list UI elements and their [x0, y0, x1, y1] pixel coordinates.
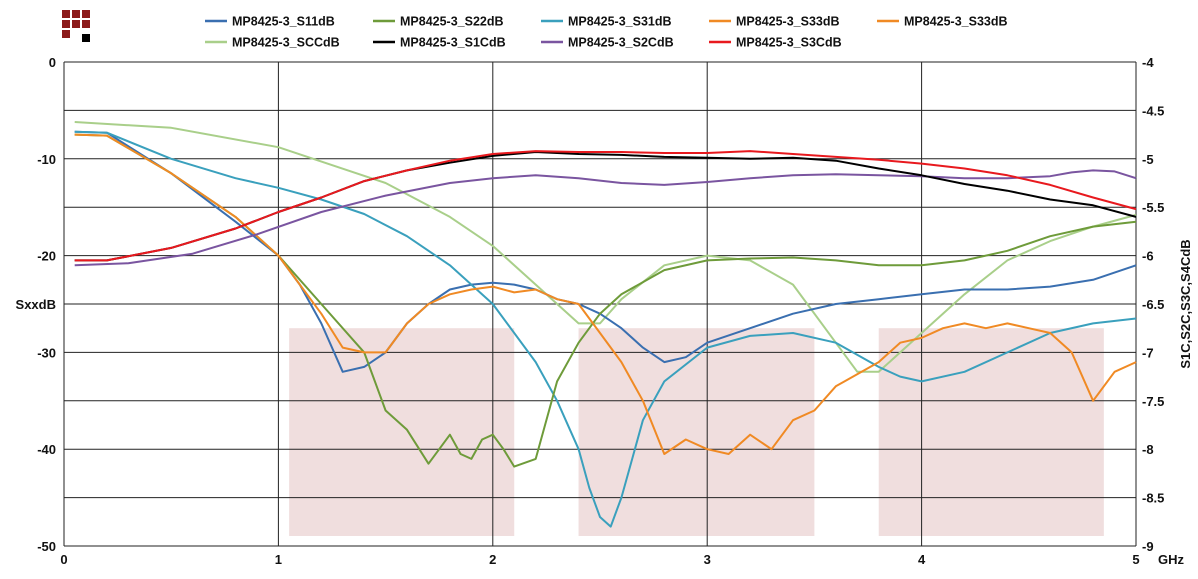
x-axis-unit: GHz — [1158, 552, 1185, 567]
y-right-tick-label: -6 — [1142, 249, 1154, 264]
y-left-axis-label: SxxdB — [16, 297, 56, 312]
logo-square — [72, 10, 80, 18]
series-line-mp8425-3-s22db — [74, 133, 1137, 468]
x-tick-label: 2 — [489, 552, 496, 567]
logo-square — [62, 10, 70, 18]
y-left-tick-label: -10 — [37, 152, 56, 167]
series-line-mp8425-3-s2cdb — [74, 169, 1137, 267]
logo-square — [82, 10, 90, 18]
y-right-tick-label: -4 — [1142, 55, 1154, 70]
logo-square — [82, 34, 90, 42]
x-tick-label: 0 — [60, 552, 67, 567]
legend-label: MP8425-3_S33dB — [736, 15, 840, 29]
grid — [63, 61, 1137, 547]
y-right-tick-label: -5.5 — [1142, 200, 1164, 215]
y-left-tick-label: -40 — [37, 442, 56, 457]
legend-item: MP8425-3_S11dB — [205, 15, 335, 29]
shaded-band — [578, 328, 815, 536]
legend-item: MP8425-3_S33dB — [877, 15, 1008, 29]
legend-item: MP8425-3_S33dB — [709, 15, 840, 29]
y-right-tick-label: -8 — [1142, 442, 1154, 457]
legend-label: MP8425-3_SCCdB — [232, 36, 340, 50]
series-line-mp8425-3-s31db — [74, 130, 1137, 528]
y-right-tick-label: -7 — [1142, 345, 1154, 360]
series-line-mp8425-3-s33db — [74, 133, 1137, 455]
legend-label: MP8425-3_S1CdB — [400, 36, 506, 50]
logo-square — [82, 20, 90, 28]
legend-label: MP8425-3_S3CdB — [736, 36, 842, 50]
legend-item: MP8425-3_S3CdB — [709, 36, 842, 50]
legend-label: MP8425-3_S2CdB — [568, 36, 674, 50]
x-tick-label: 3 — [704, 552, 711, 567]
series-line-mp8425-3-sccdb — [74, 121, 1137, 373]
y-left-tick-label: -30 — [37, 345, 56, 360]
logo-square — [62, 20, 70, 28]
x-tick-label: 1 — [275, 552, 282, 567]
x-tick-label: 5 — [1132, 552, 1139, 567]
y-right-tick-label: -9 — [1142, 539, 1154, 554]
y-right-tick-label: -4.5 — [1142, 103, 1164, 118]
axes: 0 1 2 3 4 5 GHz 0 -10 -20 SxxdB -30 -40 -50 -4 -4.5 -5 -5… — [16, 55, 1193, 567]
y-left-tick-label: 0 — [49, 55, 56, 70]
legend-label: MP8425-3_S31dB — [568, 15, 672, 29]
shaded-band — [878, 328, 1104, 536]
legend: MP8425-3_S11dB MP8425-3_S22dB MP8425-3_S31… — [205, 15, 1008, 50]
y-right-tick-label: -5 — [1142, 152, 1154, 167]
logo-icon — [62, 10, 90, 42]
y-left-tick-label: -20 — [37, 249, 56, 264]
legend-item: MP8425-3_S31dB — [541, 15, 672, 29]
logo-square — [72, 20, 80, 28]
legend-label: MP8425-3_S33dB — [904, 15, 1008, 29]
y-left-tick-label: -50 — [37, 539, 56, 554]
x-tick-label: 4 — [918, 552, 926, 567]
series-line-mp8425-3-s1cdb — [74, 151, 1137, 262]
legend-label: MP8425-3_S22dB — [400, 15, 504, 29]
legend-label: MP8425-3_S11dB — [232, 15, 335, 29]
shaded-band — [289, 328, 515, 536]
series-layer — [74, 121, 1137, 528]
legend-item: MP8425-3_S1CdB — [373, 36, 506, 50]
shaded-bands — [289, 328, 1104, 536]
y-right-tick-label: -7.5 — [1142, 394, 1164, 409]
y-right-tick-label: -8.5 — [1142, 491, 1164, 506]
legend-item: MP8425-3_SCCdB — [205, 36, 340, 50]
legend-item: MP8425-3_S22dB — [373, 15, 504, 29]
legend-item: MP8425-3_S2CdB — [541, 36, 674, 50]
series-line-mp8425-3-s3cdb — [74, 150, 1137, 262]
y-right-tick-label: -6.5 — [1142, 297, 1164, 312]
logo-square — [62, 30, 70, 38]
y-right-axis-label: S1C,S2C,S3C,S4CdB — [1178, 239, 1193, 368]
